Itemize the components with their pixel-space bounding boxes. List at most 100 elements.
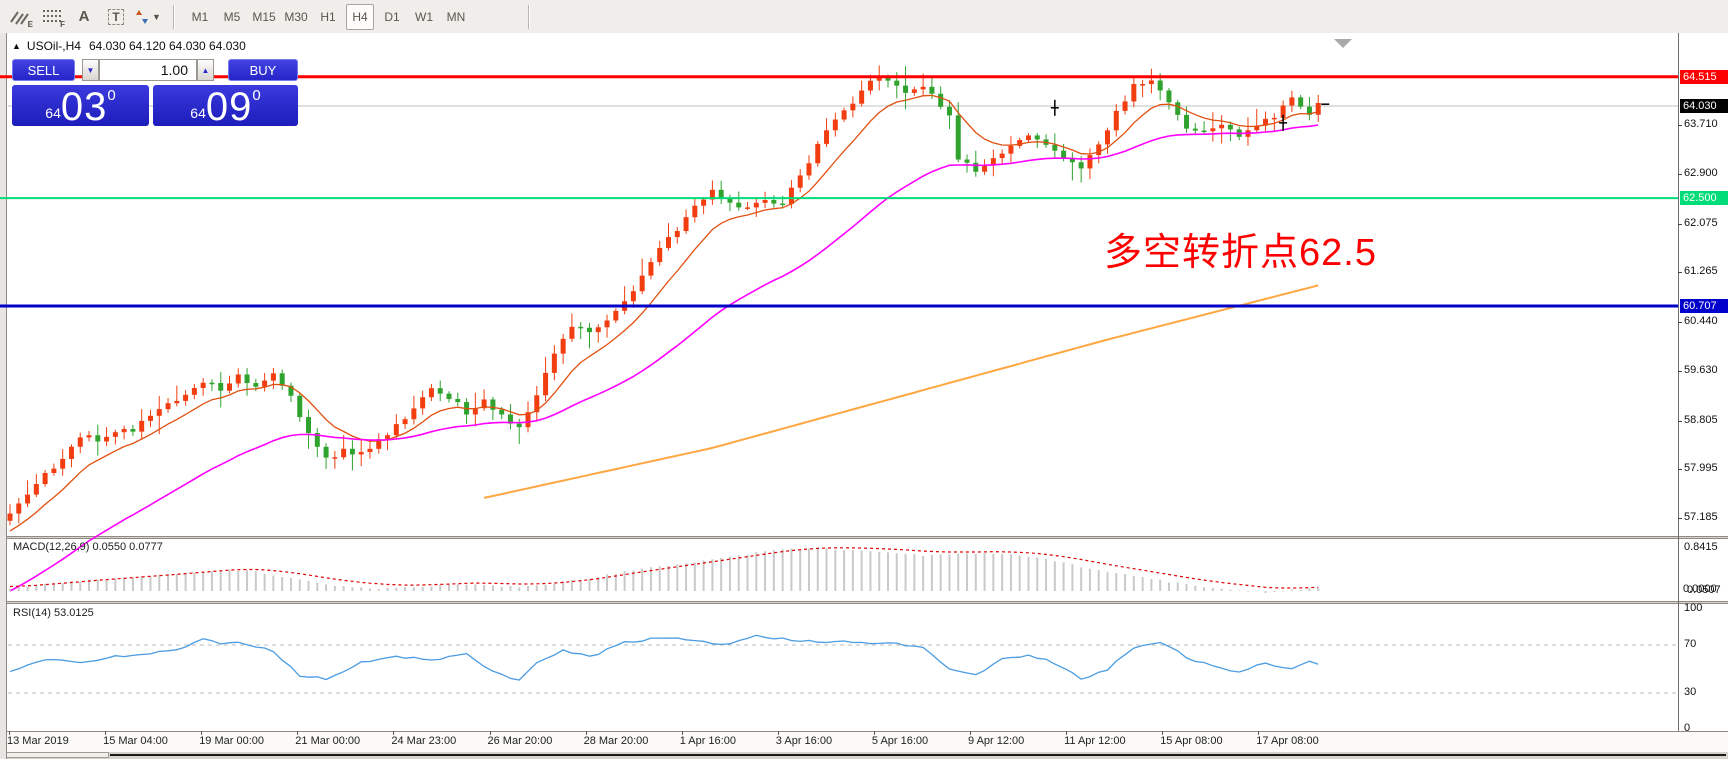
price-tick-mark	[1678, 174, 1682, 176]
draw-channel-glyph: E	[9, 8, 33, 29]
date-label: 24 Mar 23:00	[391, 735, 457, 747]
date-tick-mark	[393, 731, 395, 735]
timeframe-button-h1[interactable]: H1	[320, 9, 336, 24]
toolbar: E F A T ▼ M1 M5 M15 M30 H1 H4 D1 W1 MN	[0, 0, 1728, 34]
macd-axis-label: 0.8415	[1684, 541, 1718, 553]
text-box-icon[interactable]: T	[102, 4, 130, 30]
date-label: 19 Mar 00:00	[199, 735, 265, 747]
pane-separator[interactable]	[0, 536, 1728, 539]
rsi-pane[interactable]	[7, 604, 1728, 731]
date-label: 28 Mar 20:00	[583, 735, 649, 747]
date-tick-mark	[297, 731, 299, 735]
date-tick-mark	[105, 731, 107, 735]
lot-increase-button[interactable]: ▲	[197, 59, 214, 81]
price-tick-label: 63.710	[1684, 118, 1718, 131]
date-tick-mark	[970, 731, 971, 735]
date-tick-mark	[1066, 731, 1068, 735]
price-tick-label: 58.805	[1684, 413, 1718, 426]
date-label: 13 Mar 2019	[7, 735, 69, 747]
price-tick-mark	[1678, 223, 1682, 225]
timeframe-button-m1[interactable]: M1	[191, 9, 209, 24]
timeframe-button-m5[interactable]: M5	[223, 9, 241, 24]
date-tick-mark	[585, 731, 587, 735]
price-tick-mark	[1678, 518, 1682, 520]
timeframe-button-m15[interactable]: M15	[252, 9, 276, 24]
sell-price-tile[interactable]: 64 03 0	[12, 85, 149, 127]
date-label: 15 Mar 04:00	[103, 735, 168, 747]
pane-separator[interactable]	[0, 601, 1728, 604]
rsi-axis-label: 100	[1684, 602, 1703, 614]
date-tick-mark	[1258, 731, 1260, 735]
date-tick-mark	[201, 731, 203, 735]
price-tick-label: 59.630	[1684, 363, 1718, 376]
buy-button[interactable]: BUY	[228, 59, 298, 81]
price-tick-mark	[1678, 125, 1682, 127]
date-label: 15 Apr 08:00	[1160, 735, 1223, 747]
price-tick-label: 57.185	[1684, 511, 1718, 524]
candlestick-chart[interactable]	[0, 33, 1728, 592]
date-label: 17 Apr 08:00	[1256, 735, 1319, 747]
buy-price-prefix: 64	[190, 105, 206, 121]
draw-channel-icon[interactable]: E	[6, 4, 34, 30]
sell-price-sup: 0	[107, 87, 116, 104]
chart-shift-marker-icon	[1334, 39, 1352, 48]
timeframe-button-w1[interactable]: W1	[415, 9, 433, 24]
lot-size-input[interactable]	[99, 59, 197, 81]
date-label: 21 Mar 00:00	[295, 735, 361, 747]
fibonacci-glyph: F	[43, 9, 65, 29]
macd-axis-label: 0.0507	[1687, 584, 1721, 596]
price-tick-mark	[1678, 469, 1682, 471]
timeframe-button-d1[interactable]: D1	[384, 9, 400, 24]
price-badge: 60.707	[1680, 299, 1728, 314]
price-badge: 62.500	[1680, 191, 1728, 206]
macd-pane[interactable]	[7, 539, 1728, 601]
date-label: 3 Apr 16:00	[775, 735, 833, 747]
date-tick-mark	[1162, 731, 1164, 735]
date-tick-mark	[489, 731, 491, 735]
toolbar-separator	[173, 4, 175, 29]
price-tick-mark	[1678, 370, 1682, 372]
macd-label: MACD(12,26,9) 0.0550 0.0777	[13, 541, 163, 553]
date-label: 9 Apr 12:00	[968, 735, 1025, 747]
horizontal-scrollbar[interactable]	[0, 752, 1728, 759]
buy-price-sup: 0	[252, 87, 261, 104]
chart-title: ▲ USOil-,H4 64.030 64.120 64.030 64.030	[12, 39, 246, 53]
date-label: 5 Apr 16:00	[871, 735, 929, 747]
timeframe-button-h4[interactable]: H4	[346, 3, 374, 30]
rsi-axis-label: 0	[1684, 722, 1691, 734]
lot-decrease-button[interactable]: ▼	[82, 59, 99, 81]
timeframe-group: M1 M5 M15 M30 H1 H4 D1 W1 MN	[180, 0, 476, 33]
macd-indicator	[9, 547, 1320, 594]
sell-button[interactable]: SELL	[12, 59, 75, 81]
price-tick-mark	[1678, 420, 1682, 422]
scrollbar-groove	[110, 754, 1726, 756]
date-label: 1 Apr 16:00	[679, 735, 736, 747]
scrollbar-thumb[interactable]	[1, 752, 109, 758]
price-badge: 64.515	[1680, 69, 1728, 84]
drawing-tools-group: E F A T ▼	[0, 0, 168, 33]
price-tick-label: 62.900	[1684, 167, 1718, 180]
price-tick-mark	[1678, 272, 1682, 274]
price-tick-mark	[1678, 322, 1682, 324]
rsi-axis-label: 70	[1684, 638, 1697, 650]
buy-price-main: 09	[205, 85, 253, 129]
price-tick-label: 62.075	[1684, 216, 1718, 229]
sell-price-prefix: 64	[45, 105, 61, 121]
text-label-icon[interactable]: A	[78, 8, 90, 25]
rsi-axis-label: 30	[1684, 686, 1697, 698]
chevron-down-icon: ▼	[152, 11, 161, 22]
rsi-label: RSI(14) 53.0125	[13, 607, 94, 619]
price-tick-label: 57.995	[1684, 462, 1718, 475]
timeframe-button-m30[interactable]: M30	[284, 9, 308, 24]
fibonacci-lines-icon[interactable]: F	[38, 4, 66, 30]
date-tick-mark	[777, 731, 779, 735]
symbol-timeframe: USOil-,H4	[26, 39, 81, 53]
buy-price-tile[interactable]: 64 09 0	[153, 85, 298, 129]
arrows-icon[interactable]: ▼	[134, 4, 162, 30]
collapse-triangle-icon[interactable]: ▲	[12, 41, 21, 51]
timeframe-button-mn[interactable]: MN	[446, 9, 466, 24]
price-tick-label: 60.440	[1684, 315, 1718, 328]
price-tick-label: 61.265	[1684, 265, 1718, 278]
date-label: 11 Apr 12:00	[1064, 735, 1126, 747]
ohlc-values: 64.030 64.120 64.030 64.030	[88, 39, 246, 53]
